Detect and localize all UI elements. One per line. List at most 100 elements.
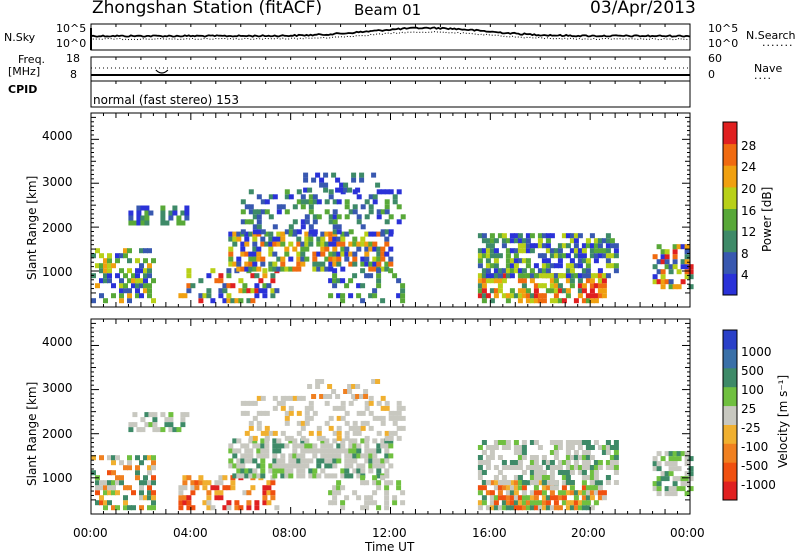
velocity-cell: [226, 485, 232, 491]
velocity-cell: [304, 438, 310, 444]
velocity-cell: [493, 440, 499, 445]
power-cell: [368, 204, 374, 210]
velocity-cell: [664, 451, 670, 457]
velocity-cell: [601, 490, 607, 496]
power-cell: [364, 261, 370, 267]
power-cell: [489, 273, 495, 279]
power-cell: [656, 269, 662, 275]
velocity-cell: [352, 443, 358, 449]
velocity-cell: [485, 480, 491, 485]
power-cell: [296, 199, 302, 205]
power-colorbar-swatch: [723, 273, 737, 296]
power-cell: [581, 283, 587, 289]
velocity-cell: [260, 438, 266, 444]
velocity-cell: [284, 395, 290, 401]
velocity-cell: [356, 443, 362, 449]
velocity-cell: [135, 470, 140, 476]
power-cell: [288, 266, 294, 272]
velocity-cell: [143, 455, 148, 461]
velocity-cell: [344, 463, 350, 469]
power-cell: [335, 177, 341, 183]
velocity-cell: [537, 475, 543, 480]
power-cell: [99, 253, 104, 259]
velocity-cell: [244, 430, 250, 436]
velocity-cell: [351, 384, 357, 389]
power-cell: [609, 238, 615, 244]
nave-label: Nave: [754, 62, 783, 75]
power-cell: [569, 238, 575, 244]
velocity-cell: [248, 420, 254, 426]
power-cell: [384, 241, 390, 247]
power-cell: [288, 241, 294, 247]
power-cell: [312, 256, 318, 262]
velocity-cell: [324, 443, 330, 449]
velocity-cell: [276, 448, 282, 454]
velocity-cell: [214, 485, 220, 491]
velocity-cell: [260, 395, 266, 401]
velocity-cell: [307, 384, 313, 389]
power-cell: [135, 288, 140, 294]
velocity-cell: [143, 475, 148, 481]
power-cell: [652, 254, 658, 260]
vel-ytick-4000: 4000: [42, 335, 73, 349]
velocity-cell: [340, 468, 346, 474]
velocity-cell: [280, 463, 286, 469]
power-cell: [372, 293, 378, 299]
power-cell: [344, 251, 350, 257]
velocity-cell: [529, 475, 535, 480]
power-cell: [308, 199, 314, 205]
velocity-cell: [376, 473, 382, 479]
velocity-cell: [481, 470, 487, 475]
velocity-cell: [332, 490, 338, 496]
velocity-cell: [252, 415, 258, 421]
velocity-cell: [103, 505, 108, 511]
velocity-cell: [168, 417, 174, 423]
power-cell: [593, 293, 599, 299]
power-cell: [376, 251, 382, 257]
velocity-cell: [481, 450, 487, 455]
power-cell: [127, 248, 132, 254]
power-cell: [292, 266, 298, 272]
velocity-cell: [328, 453, 334, 459]
velocity-cell: [601, 445, 607, 450]
velocity-cell: [316, 430, 322, 436]
power-cell: [660, 269, 666, 275]
velocity-cell: [652, 466, 658, 472]
power-cell: [222, 283, 228, 289]
velocity-cell: [553, 485, 559, 491]
velocity-cell: [481, 460, 487, 465]
power-cell: [593, 238, 599, 244]
power-cell: [489, 288, 495, 294]
power-cell: [143, 258, 148, 264]
velocity-cell: [485, 445, 491, 450]
power-cell: [372, 266, 378, 272]
power-cell: [123, 248, 128, 254]
power-cell: [517, 288, 523, 294]
velocity-cell: [569, 505, 575, 511]
power-cell: [521, 243, 527, 249]
power-cell: [485, 243, 491, 249]
power-cell: [656, 259, 662, 265]
nave-tick-top: 60: [708, 52, 722, 65]
velocity-cell: [537, 470, 543, 475]
velocity-cell: [240, 410, 246, 416]
velocity-cell: [364, 400, 370, 406]
power-cell: [569, 273, 575, 279]
velocity-cell: [144, 412, 150, 418]
velocity-cell: [260, 468, 266, 474]
power-cell: [307, 187, 313, 193]
velocity-cell: [111, 455, 116, 461]
velocity-cell: [111, 490, 116, 496]
power-cell: [268, 236, 274, 242]
velocity-cell: [372, 475, 378, 481]
velocity-cell: [274, 505, 280, 511]
power-cell: [222, 288, 228, 294]
power-cell: [581, 253, 587, 259]
velocity-cell: [210, 485, 216, 491]
power-cell: [336, 241, 342, 247]
velocity-cell: [380, 405, 386, 411]
power-cell: [376, 283, 382, 289]
velocity-cell: [284, 435, 290, 441]
power-cell: [256, 246, 262, 252]
